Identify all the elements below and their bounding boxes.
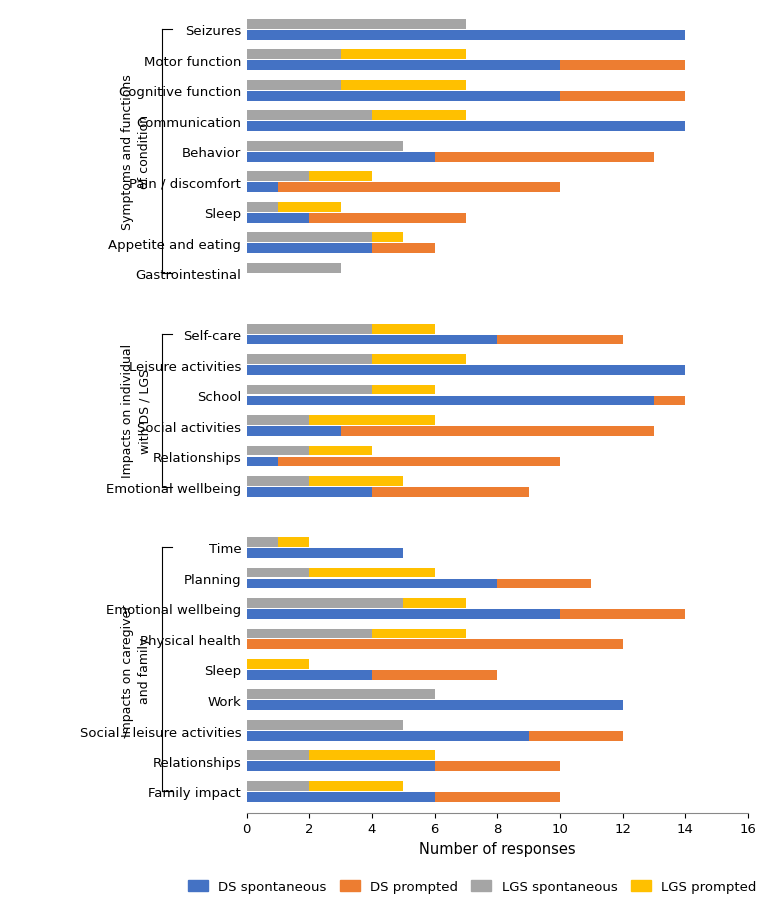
Bar [435,761,560,771]
Bar [247,750,309,760]
Bar [247,446,309,456]
Bar [372,670,497,680]
Bar [247,457,278,467]
Bar [247,214,309,223]
Text: Symptoms and functions
of condition: Symptoms and functions of condition [122,74,151,230]
Bar [247,488,372,498]
Bar [247,142,403,152]
Bar [435,792,560,802]
Bar [435,153,654,163]
Bar [247,599,403,608]
Bar [497,335,623,345]
Bar [247,20,466,30]
Bar [247,781,309,791]
Bar [247,122,685,132]
Bar [247,610,560,619]
Bar [247,335,497,345]
Bar [560,61,685,71]
Bar [247,31,685,41]
Bar [403,599,466,608]
Bar [560,610,685,619]
Bar [247,264,341,274]
Bar [247,721,403,730]
Bar [247,355,372,365]
Bar [497,579,591,589]
Bar [372,355,466,365]
Bar [247,427,341,436]
Bar [341,81,466,90]
Bar [247,172,309,182]
Bar [247,537,278,547]
Bar [654,396,685,406]
Bar [372,324,435,334]
Bar [247,731,529,740]
Bar [341,427,654,436]
Bar [247,81,341,90]
Bar [247,396,654,406]
Bar [247,386,372,395]
Bar [247,640,623,649]
Legend: DS spontaneous, DS prompted, LGS spontaneous, LGS prompted: DS spontaneous, DS prompted, LGS spontan… [188,880,756,893]
Bar [247,579,497,589]
Bar [247,153,435,163]
Bar [278,537,309,547]
Bar [341,51,466,61]
Bar [247,366,685,376]
Bar [247,61,560,71]
Bar [247,183,278,193]
Bar [309,415,435,425]
Bar [247,548,403,558]
Bar [309,750,435,760]
Bar [247,51,341,61]
Bar [372,386,435,395]
Bar [247,670,372,680]
Bar [247,690,435,700]
Bar [247,659,309,669]
Bar [247,792,435,802]
Bar [247,324,372,334]
Bar [247,111,372,121]
Bar [309,568,435,578]
X-axis label: Number of responses: Number of responses [419,841,576,856]
Bar [372,111,466,121]
Bar [247,415,309,425]
Bar [247,244,372,254]
Bar [247,568,309,578]
Bar [372,628,466,638]
Bar [247,233,372,243]
Bar [309,446,372,456]
Bar [309,477,403,487]
Bar [247,701,623,711]
Bar [372,488,529,498]
Bar [529,731,623,740]
Text: Impacts on individual
with DS / LGS: Impacts on individual with DS / LGS [122,344,151,478]
Bar [278,183,560,193]
Bar [278,457,560,467]
Bar [372,244,435,254]
Bar [560,92,685,101]
Bar [247,628,372,638]
Bar [309,781,403,791]
Bar [247,761,435,771]
Bar [372,233,403,243]
Bar [278,202,341,212]
Bar [309,172,372,182]
Bar [247,202,278,212]
Text: Impacts on caregiver
and family: Impacts on caregiver and family [122,603,151,736]
Bar [247,92,560,101]
Bar [247,477,309,487]
Bar [309,214,466,223]
